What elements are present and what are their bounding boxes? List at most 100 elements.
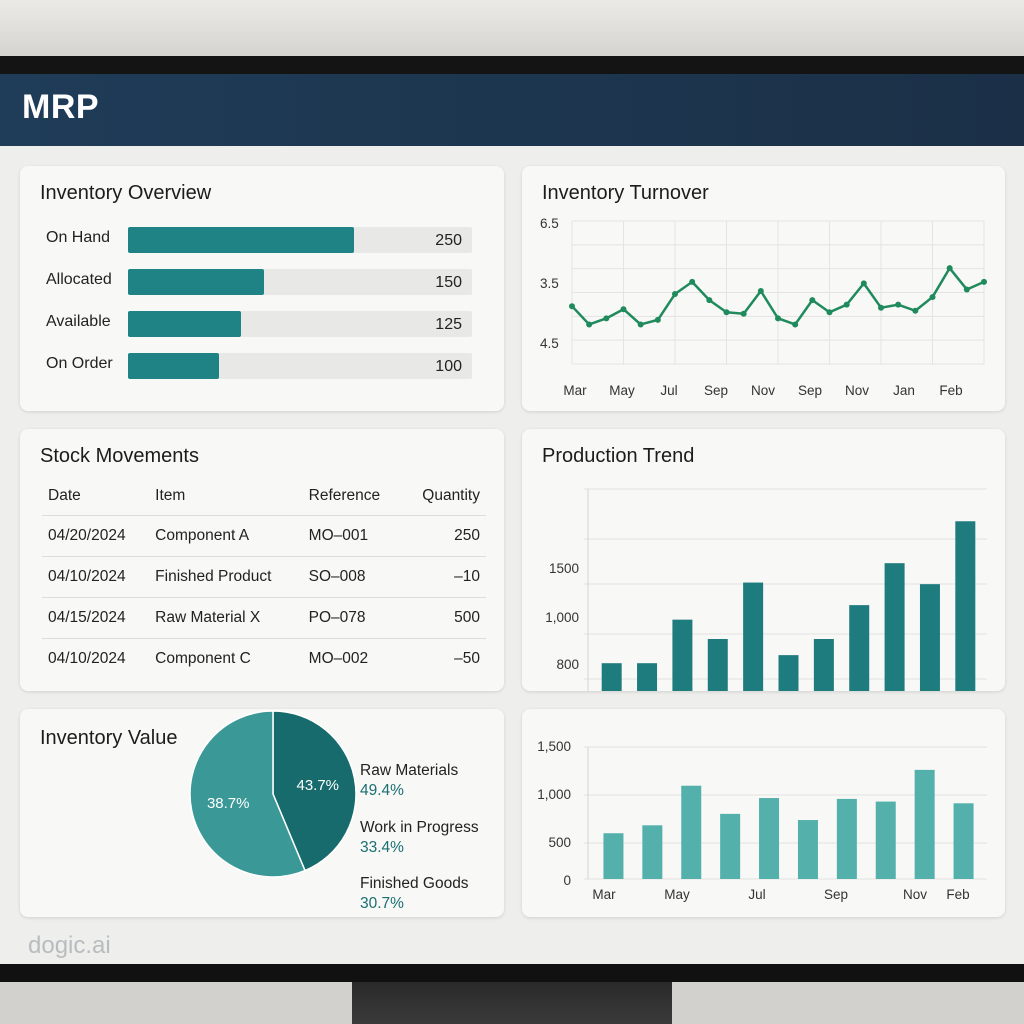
production-bar (884, 563, 905, 691)
cell-quantity: 250 (402, 515, 486, 557)
turnover-point (809, 297, 816, 304)
turnover-point (963, 286, 970, 293)
legend-name-finished-goods: Finished Goods (360, 875, 469, 892)
turnover-point (775, 315, 781, 322)
turnover-point (860, 280, 867, 287)
monitor-screen: MRP Inventory Overview On Hand 250 Alloc… (0, 74, 1024, 964)
secondary-bar (953, 803, 974, 879)
overview-bar (128, 311, 242, 337)
overview-value: 250 (435, 232, 462, 249)
production-bar (849, 605, 870, 691)
turnover-point (569, 303, 575, 310)
overview-value: 125 (435, 316, 462, 333)
turnover-point (757, 287, 764, 294)
secondary-bar (759, 798, 780, 879)
overview-label: Available (46, 313, 111, 330)
y-tick-label: 1,000 (537, 787, 571, 802)
production-bar (637, 663, 658, 691)
secondary-bar (642, 825, 663, 879)
secondary-bar (875, 801, 896, 879)
legend-pct-finished-goods: 30.7% (360, 895, 404, 912)
cell-item: Finished Product (149, 556, 303, 598)
x-tick-label: Feb (939, 383, 962, 398)
cell-date: 04/10/2024 (48, 650, 126, 667)
secondary-bar (603, 833, 624, 879)
table-row[interactable]: 04/10/2024 Component C MO–002 –50 (42, 639, 486, 680)
x-tick-label: Sep (704, 383, 728, 398)
stock-movements-table: Date Item Reference Quantity 04/20/2024 … (42, 477, 486, 679)
secondary-bar-chart: 1,500 1,000 500 0 Mar May Jul Sep Nov Feb (537, 739, 987, 902)
legend-pct-raw-materials: 49.4% (360, 782, 404, 799)
turnover-point (740, 310, 747, 317)
turnover-point (620, 306, 627, 313)
cell-date: 04/10/2024 (42, 556, 150, 598)
table-header-row: Date Item Reference Quantity (42, 477, 486, 516)
x-tick-label: Sep (798, 383, 822, 398)
cell-quantity: 500 (402, 597, 486, 639)
secondary-bar (836, 798, 857, 879)
turnover-point (946, 265, 953, 272)
cell-item: Component C (155, 650, 251, 667)
turnover-point (723, 309, 730, 316)
production-bar (601, 663, 622, 691)
production-bar (778, 655, 799, 691)
production-bar (919, 584, 940, 691)
overview-row-available: Available 125 (46, 311, 476, 337)
cell-reference: PO–078 (302, 597, 403, 639)
pie-slice-label: 38.7% (207, 795, 250, 812)
inventory-value-pie: 43.7% 38.7% (189, 710, 357, 878)
secondary-bar (681, 785, 702, 879)
monitor-stand (352, 982, 672, 1024)
overview-label: On Order (46, 355, 113, 372)
secondary-bar (914, 769, 935, 879)
x-tick-label: Nov (751, 383, 775, 398)
legend-name-work-in-progress: Work in Progress (360, 819, 479, 836)
overview-track: 125 (128, 311, 472, 337)
x-tick-label: Jul (660, 383, 677, 398)
column-header-date: Date (42, 477, 150, 516)
cell-reference: MO–002 (308, 650, 369, 667)
overview-value: 100 (435, 358, 462, 375)
cell-quantity: –10 (402, 556, 486, 598)
cell-item: Component A (149, 515, 303, 557)
turnover-point (912, 307, 919, 314)
overview-row-on-order: On Order 100 (46, 353, 476, 379)
pie-slice (272, 710, 357, 872)
app-title: MRP (22, 88, 100, 126)
x-tick-label: Nov (903, 887, 927, 902)
turnover-point (586, 321, 593, 328)
turnover-point (654, 316, 661, 323)
secondary-bar (720, 813, 741, 879)
production-trend-card: Production Trend 15001,000800500MarMayJu… (522, 429, 1005, 691)
overview-bar (128, 269, 264, 295)
turnover-point (878, 304, 884, 311)
production-trend-title: Production Trend (542, 445, 695, 467)
inventory-value-card: Inventory Value 43.7% 38.7% Raw Materials… (20, 709, 504, 917)
y-tick-label: 1500 (549, 561, 579, 576)
inventory-value-title: Inventory Value (40, 727, 178, 749)
y-tick-label: 6.5 (540, 216, 559, 231)
stock-movements-title: Stock Movements (40, 445, 199, 467)
table-row[interactable]: 04/20/2024 Component A MO–001 250 (42, 515, 486, 557)
x-tick-label: Nov (845, 383, 869, 398)
turnover-point (689, 278, 696, 285)
table-row[interactable]: 04/10/2024 Finished Product SO–008 –10 (42, 556, 486, 598)
turnover-point (843, 301, 850, 308)
production-bar (707, 639, 728, 691)
turnover-point (981, 278, 987, 285)
y-tick-label: 1,500 (537, 739, 571, 754)
overview-row-on-hand: On Hand 250 (46, 227, 476, 253)
table-row[interactable]: 04/15/2024 Raw Material X PO–078 500 (42, 597, 486, 639)
y-tick-label: 500 (548, 835, 571, 850)
monitor-bezel-top (0, 56, 1024, 74)
cell-date: 04/15/2024 (42, 597, 150, 639)
cell-date: 04/20/2024 (42, 515, 150, 557)
x-tick-label: Mar (592, 887, 616, 902)
column-header-item: Item (149, 477, 303, 516)
y-tick-label: 3.5 (540, 276, 559, 291)
watermark: dogic.ai (28, 932, 111, 959)
cell-item: Raw Material X (149, 597, 303, 639)
x-tick-label: Feb (946, 887, 969, 902)
stock-movements-card: Stock Movements Date Item Reference Quan… (20, 429, 504, 691)
